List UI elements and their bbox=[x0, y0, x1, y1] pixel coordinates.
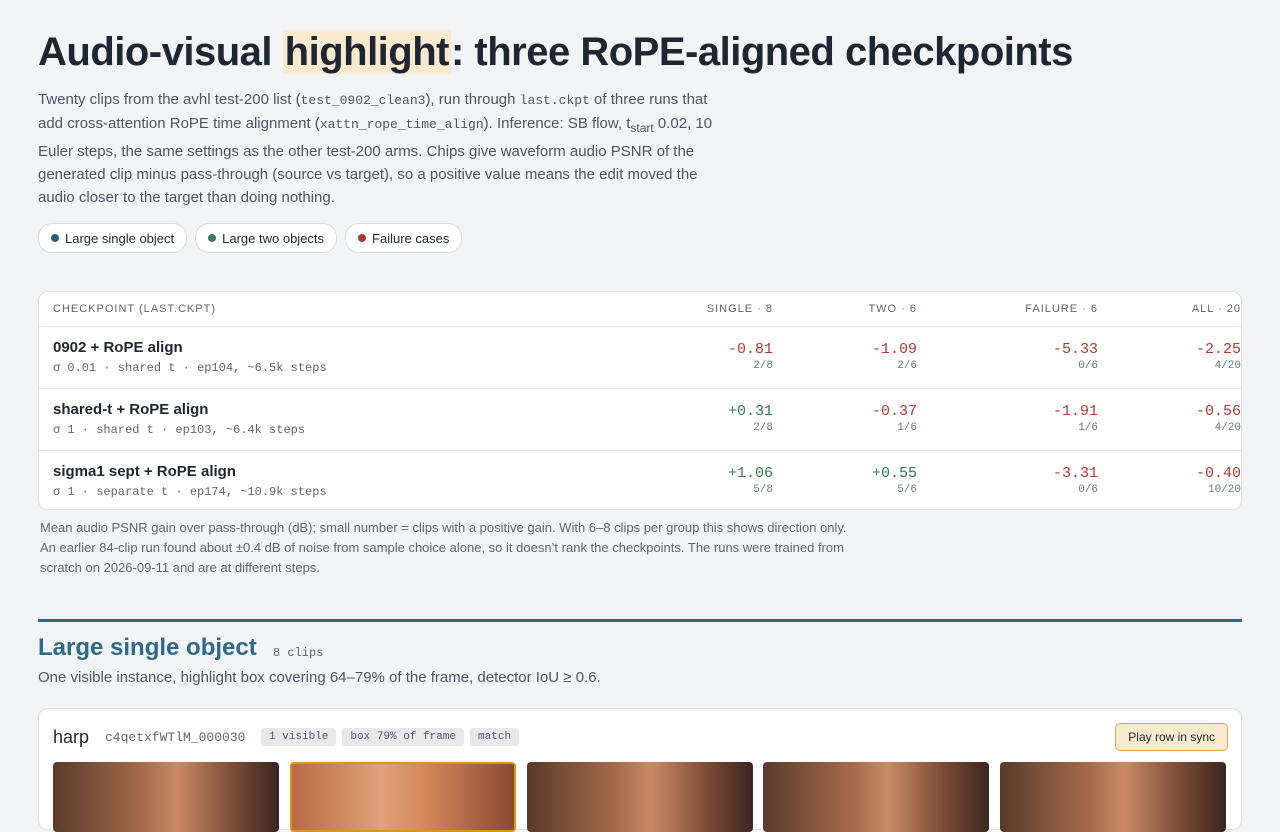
score-count: 5/8 bbox=[753, 484, 773, 496]
table-row: 0902 + RoPE align σ 0.01 · shared t · ep1… bbox=[39, 326, 1241, 388]
title-highlight: highlight bbox=[282, 30, 451, 74]
text: ). Inference: SB flow, t bbox=[483, 115, 631, 132]
score-value: -3.31 bbox=[1052, 465, 1098, 482]
score-cell: -2.25 4/20 bbox=[1098, 327, 1241, 388]
score-count: 4/20 bbox=[1214, 422, 1241, 434]
score-count: 4/20 bbox=[1214, 360, 1241, 372]
legend-dot bbox=[208, 234, 217, 242]
page: Audio-visual highlight: three RoPE-align… bbox=[38, 30, 1242, 832]
column-header: TWO · 6 bbox=[868, 303, 917, 315]
score-value: +0.31 bbox=[727, 403, 773, 420]
score-cell: -5.33 0/6 bbox=[917, 327, 1098, 388]
score-cell: -0.81 2/8 bbox=[633, 327, 773, 388]
title-part: Audio-visual bbox=[38, 30, 273, 74]
checkpoint-meta: σ 1 · shared t · ep103, ~6.4k steps bbox=[53, 423, 306, 437]
table-row: shared-t + RoPE align σ 1 · shared t · ep… bbox=[39, 388, 1241, 450]
score-cell: -3.31 0/6 bbox=[917, 451, 1098, 509]
thumbnail[interactable] bbox=[290, 762, 516, 832]
thumbnail[interactable] bbox=[527, 762, 753, 832]
score-value: -1.09 bbox=[871, 341, 917, 358]
section-count: 8 clips bbox=[273, 646, 324, 660]
code: last.ckpt bbox=[519, 93, 590, 108]
legend: Large single object Large two objects Fail… bbox=[38, 223, 463, 253]
score-count: 2/8 bbox=[753, 360, 773, 372]
thumbnail[interactable] bbox=[763, 762, 989, 832]
checkpoint-cell: 0902 + RoPE align σ 0.01 · shared t · ep1… bbox=[39, 327, 633, 388]
checkpoint-meta: σ 0.01 · shared t · ep104, ~6.5k steps bbox=[53, 361, 327, 375]
text: 0.02, 10 Euler steps, the same settings … bbox=[38, 115, 713, 206]
score-count: 1/6 bbox=[897, 422, 917, 434]
score-cell: -1.09 2/6 bbox=[773, 327, 917, 388]
score-value: -0.56 bbox=[1195, 403, 1241, 420]
legend-label: Large single object bbox=[65, 230, 175, 246]
checkpoint-name: 0902 + RoPE align bbox=[53, 339, 183, 356]
score-count: 5/6 bbox=[897, 484, 917, 496]
score-value: -0.37 bbox=[871, 403, 917, 420]
column-header: ALL · 20 bbox=[1191, 303, 1241, 315]
title: Audio-visual highlight: three RoPE-align… bbox=[38, 30, 1073, 75]
checkpoint-meta: σ 1 · separate t · ep174, ~10.9k steps bbox=[53, 485, 327, 499]
clip-id: c4qetxfWTlM_000030 bbox=[105, 730, 246, 745]
score-cell: -1.91 1/6 bbox=[917, 389, 1098, 450]
legend-dot bbox=[358, 234, 367, 242]
score-value: -5.33 bbox=[1052, 341, 1098, 358]
score-cell: +0.31 2/8 bbox=[633, 389, 773, 450]
checkpoint-name: sigma1 sept + RoPE align bbox=[53, 463, 236, 480]
code: xattn_rope_time_align bbox=[319, 117, 484, 132]
legend-chip: Large two objects bbox=[195, 223, 338, 253]
score-cell: +0.55 5/6 bbox=[773, 451, 917, 509]
score-value: -2.25 bbox=[1195, 341, 1241, 358]
clip-name: harp bbox=[53, 727, 90, 747]
checkpoint-cell: sigma1 sept + RoPE align σ 1 · separate t… bbox=[39, 451, 633, 509]
thumbnail[interactable] bbox=[1000, 762, 1226, 832]
tag: 1 visible bbox=[261, 728, 337, 746]
score-count: 1/6 bbox=[1078, 422, 1098, 434]
section-rule bbox=[38, 619, 1242, 622]
score-count: 2/8 bbox=[753, 422, 773, 434]
column-header: FAILURE · 6 bbox=[1025, 303, 1098, 315]
text: ), run through bbox=[425, 91, 520, 108]
score-cell: -0.56 4/20 bbox=[1098, 389, 1241, 450]
score-cell: +1.06 5/8 bbox=[633, 451, 773, 509]
tags: 1 visible box 79% of frame match bbox=[261, 728, 520, 746]
clip-card: harp c4qetxfWTlM_000030 1 visible box 79%… bbox=[38, 708, 1242, 832]
text: of three runs that add cross-attention R… bbox=[38, 91, 708, 132]
score-value: +0.55 bbox=[871, 465, 917, 482]
score-count: 10/20 bbox=[1207, 484, 1241, 496]
checkpoint-name: shared-t + RoPE align bbox=[53, 401, 209, 418]
subscript: start bbox=[630, 121, 654, 135]
score-count: 0/6 bbox=[1078, 484, 1098, 496]
score-cell: -0.40 10/20 bbox=[1098, 451, 1241, 509]
code: test_0902_clean3 bbox=[300, 93, 426, 108]
results-table: CHECKPOINT (LAST.CKPT) SINGLE · 8 TWO · 6 F… bbox=[38, 291, 1242, 510]
table-row: sigma1 sept + RoPE align σ 1 · separate t… bbox=[39, 450, 1241, 509]
legend-label: Large two objects bbox=[222, 230, 325, 246]
text: Twenty clips from the avhl test-200 list… bbox=[38, 91, 301, 108]
score-cell: -0.37 1/6 bbox=[773, 389, 917, 450]
legend-chip: Failure cases bbox=[345, 223, 463, 253]
table-note: Mean audio PSNR gain over pass-through (… bbox=[40, 520, 847, 575]
thumbnail[interactable] bbox=[53, 762, 279, 832]
column-header: CHECKPOINT (LAST.CKPT) bbox=[53, 303, 216, 315]
play-button[interactable]: Play row in sync bbox=[1115, 723, 1228, 751]
score-count: 2/6 bbox=[897, 360, 917, 372]
legend-chip: Large single object bbox=[38, 223, 188, 253]
score-value: -0.40 bbox=[1195, 465, 1241, 482]
score-count: 0/6 bbox=[1078, 360, 1098, 372]
checkpoint-cell: shared-t + RoPE align σ 1 · shared t · ep… bbox=[39, 389, 633, 450]
score-value: +1.06 bbox=[727, 465, 773, 482]
tag: match bbox=[470, 728, 520, 746]
intro: Twenty clips from the avhl test-200 list… bbox=[38, 88, 718, 209]
header-row: CHECKPOINT (LAST.CKPT) SINGLE · 8 TWO · 6 F… bbox=[39, 292, 1241, 326]
tag: box 79% of frame bbox=[342, 728, 465, 746]
section-description: One visible instance, highlight box cove… bbox=[38, 669, 601, 686]
section-title: Large single object bbox=[38, 634, 257, 661]
legend-dot bbox=[51, 234, 59, 242]
score-value: -1.91 bbox=[1052, 403, 1098, 420]
title-part: : three RoPE-aligned checkpoints bbox=[450, 30, 1073, 74]
column-header: SINGLE · 8 bbox=[706, 303, 773, 315]
score-value: -0.81 bbox=[727, 341, 773, 358]
legend-label: Failure cases bbox=[372, 230, 450, 246]
